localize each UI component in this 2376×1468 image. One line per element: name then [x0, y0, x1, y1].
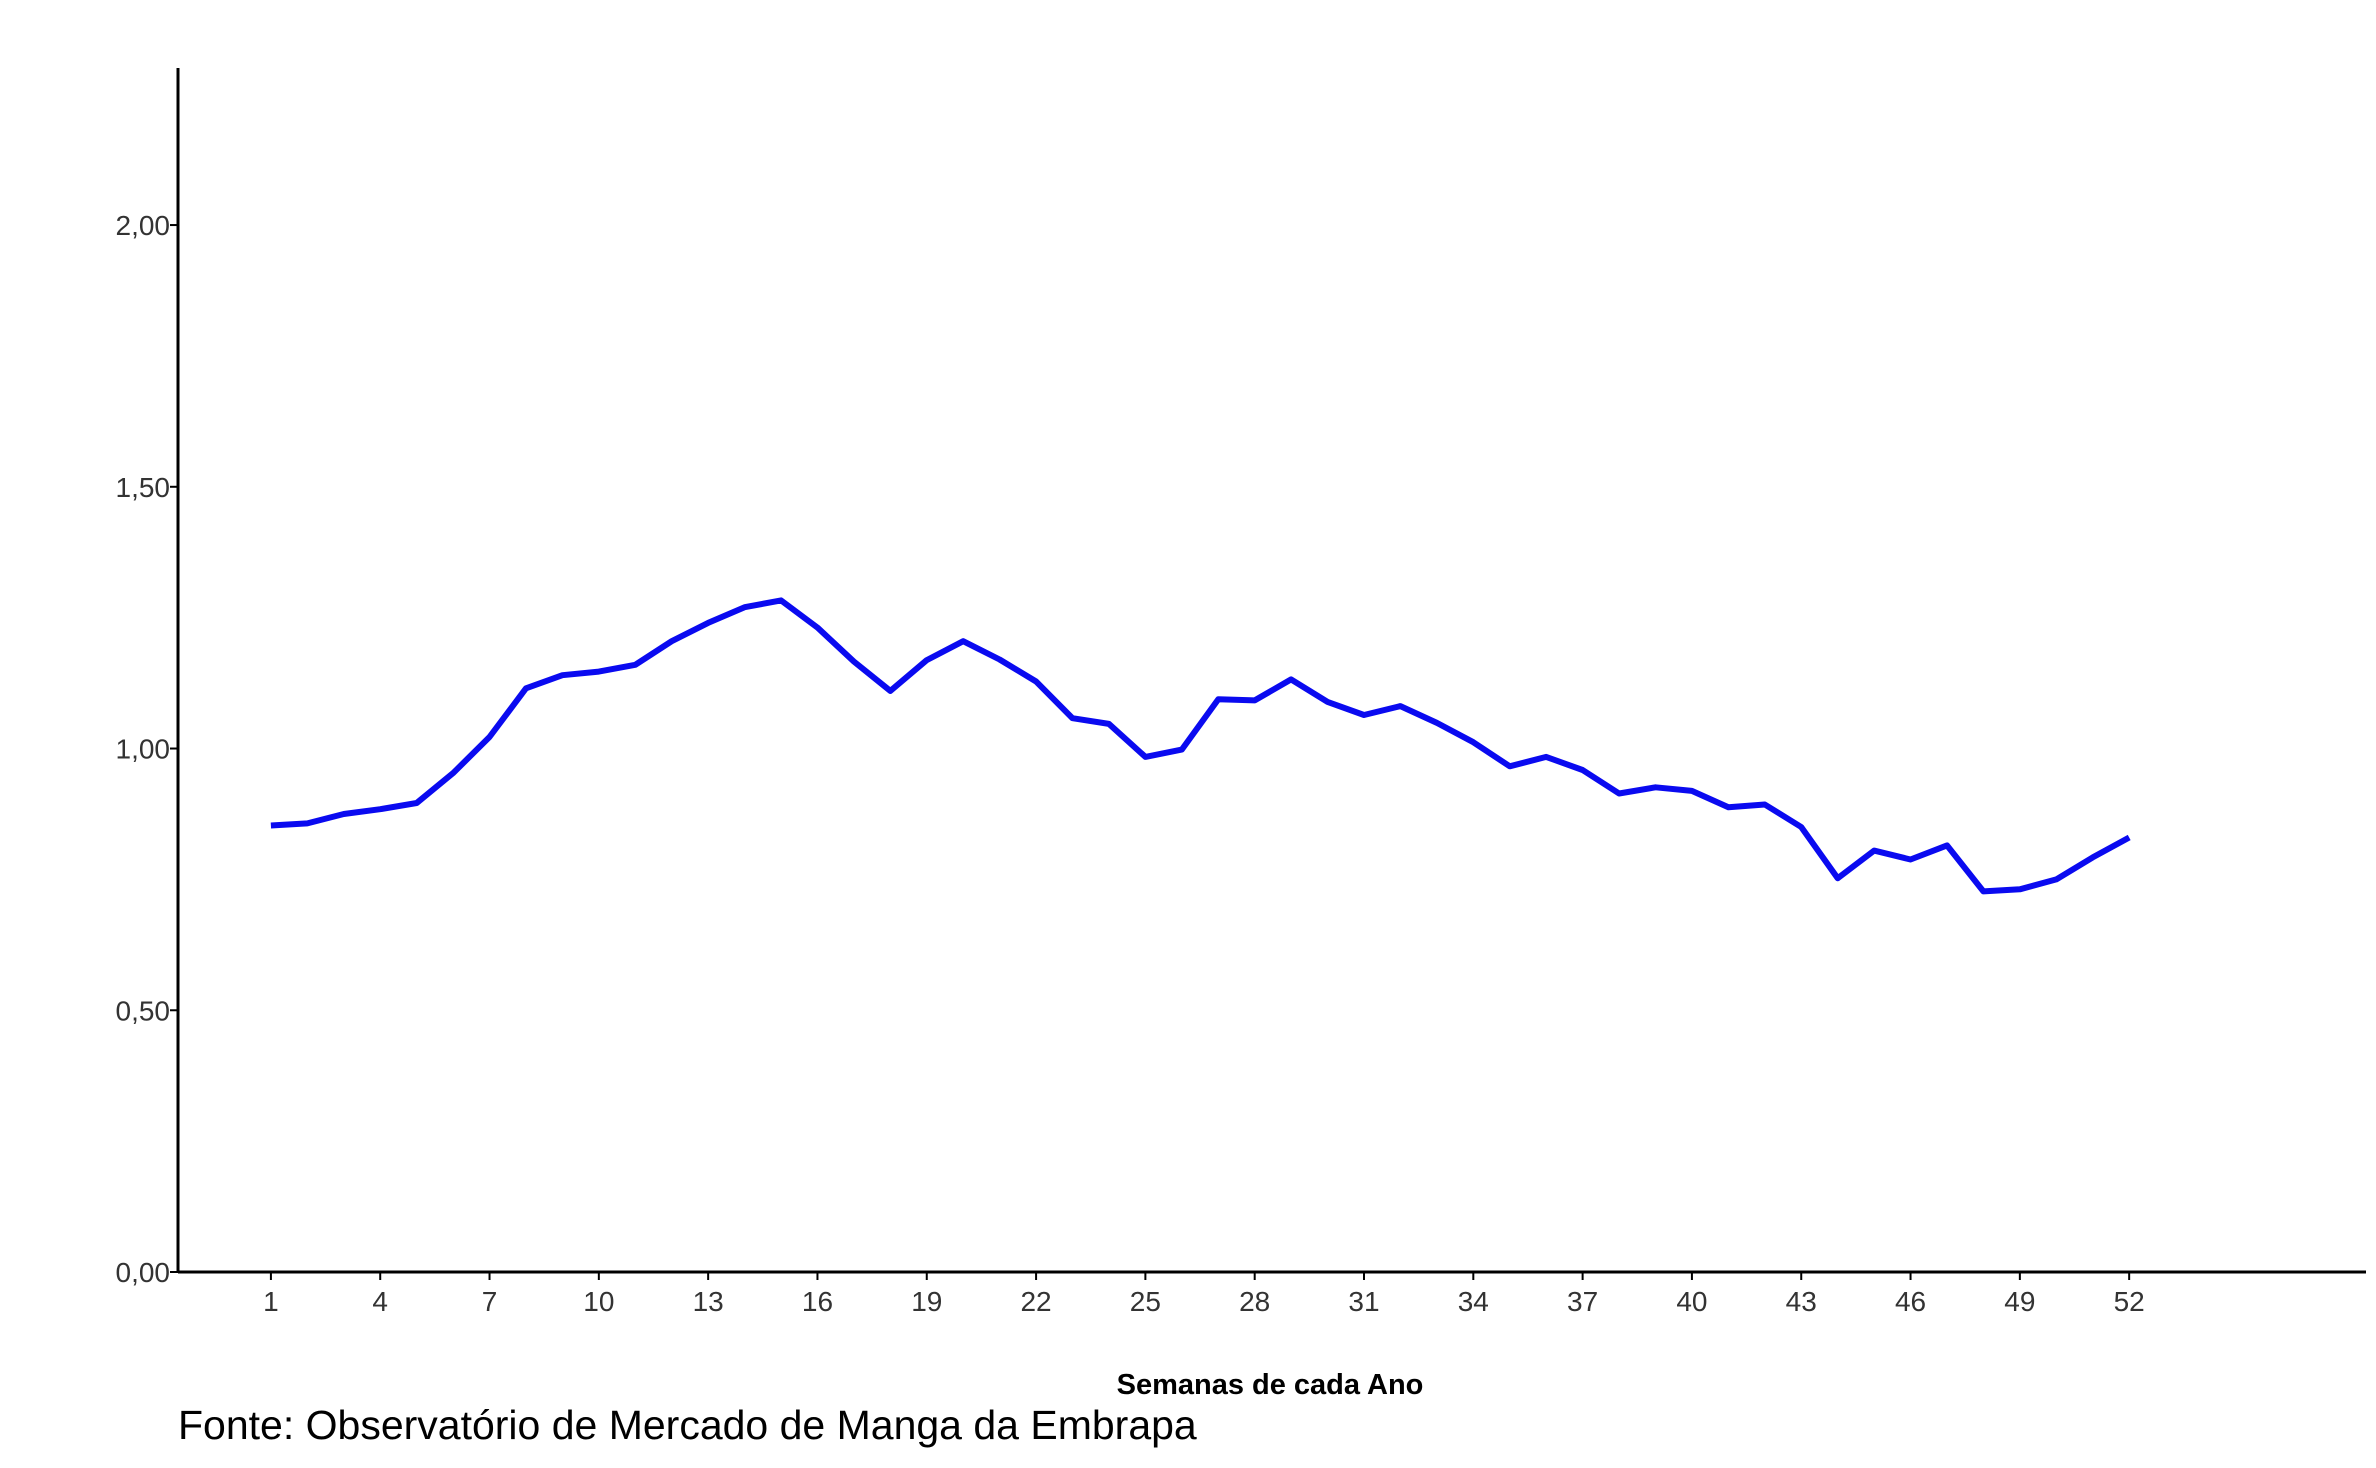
source-caption: Fonte: Observatório de Mercado de Manga … — [178, 1402, 1197, 1448]
x-tick-label: 40 — [1676, 1286, 1707, 1317]
x-tick-label: 7 — [482, 1286, 498, 1317]
y-tick-label: 1,50 — [116, 472, 171, 503]
y-tick-label: 0,00 — [116, 1257, 171, 1288]
x-tick-label: 46 — [1895, 1286, 1926, 1317]
x-tick-label: 37 — [1567, 1286, 1598, 1317]
x-tick-label: 19 — [911, 1286, 942, 1317]
x-tick-label: 4 — [372, 1286, 388, 1317]
y-tick-label: 1,00 — [116, 734, 171, 765]
series-layer — [270, 597, 2131, 895]
x-tick-label: 10 — [583, 1286, 614, 1317]
y-tick-label: 2,00 — [116, 210, 171, 241]
x-tick-label: 16 — [802, 1286, 833, 1317]
x-tick-label: 31 — [1348, 1286, 1379, 1317]
x-tick-label: 25 — [1130, 1286, 1161, 1317]
x-tick-label: 49 — [2004, 1286, 2035, 1317]
y-axis: 0,00 0,50 1,00 1,50 2,00 — [116, 68, 180, 1288]
x-tick-label: 52 — [2114, 1286, 2145, 1317]
x-tick-label: 13 — [693, 1286, 724, 1317]
x-tick-label: 34 — [1458, 1286, 1489, 1317]
x-tick-label: 22 — [1020, 1286, 1051, 1317]
x-tick-label: 1 — [263, 1286, 279, 1317]
y-tick-label: 0,50 — [116, 995, 171, 1026]
x-tick-label: 43 — [1786, 1286, 1817, 1317]
series-line — [270, 597, 2131, 895]
x-tick-label: 28 — [1239, 1286, 1270, 1317]
x-axis-title: Semanas de cada Ano — [1117, 1369, 1424, 1401]
x-axis: 1 4 7 10 13 16 19 22 25 28 31 34 37 40 43 46 49 52 — [178, 1270, 2366, 1317]
